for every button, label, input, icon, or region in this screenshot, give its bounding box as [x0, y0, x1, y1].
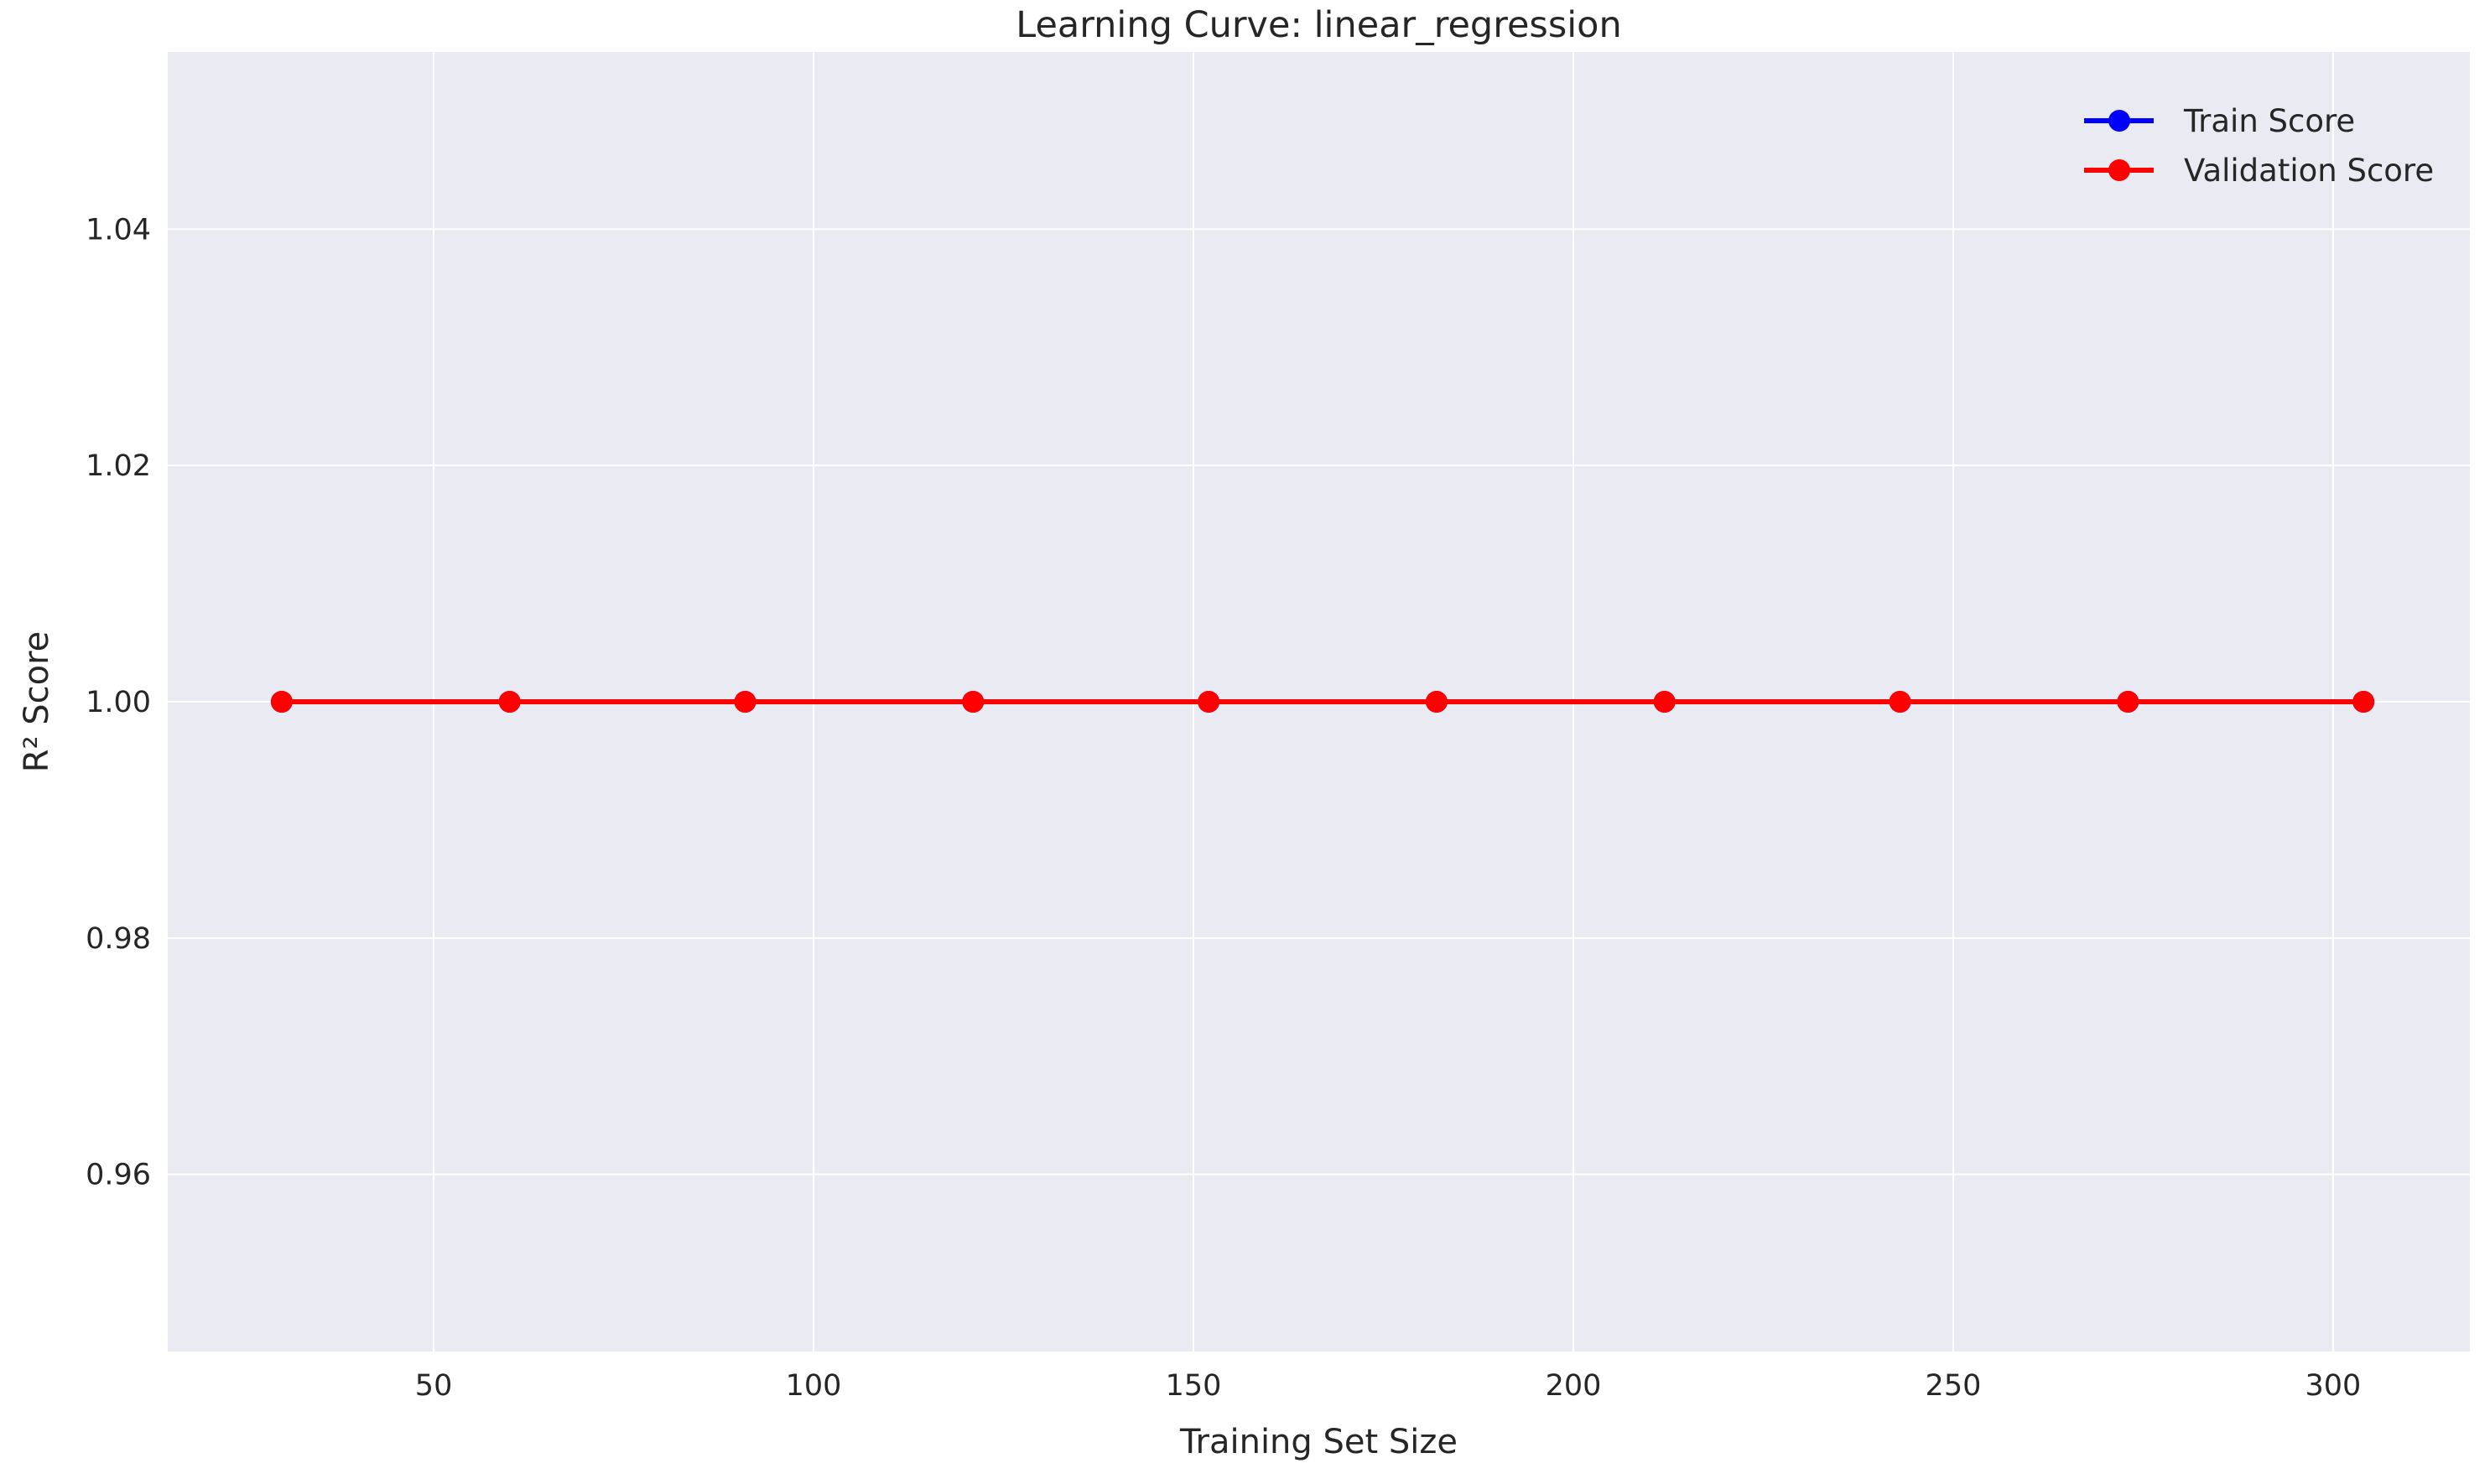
y-tick-label: 1.02	[86, 449, 151, 483]
x-tick-labels: 50 100 150 200 250 300	[415, 1369, 2362, 1403]
data-point-validation	[734, 691, 756, 713]
series-layer	[270, 691, 2375, 713]
x-tick-label: 250	[1926, 1369, 1982, 1403]
y-tick-label: 1.00	[86, 686, 151, 719]
legend-entry-train: Train Score	[2084, 103, 2355, 139]
data-point-validation	[1198, 691, 1220, 713]
data-point-validation	[1889, 691, 1911, 713]
y-tick-labels: 0.96 0.98 1.00 1.02 1.04	[86, 213, 151, 1191]
data-point-validation	[1653, 691, 1676, 713]
x-tick-label: 300	[2305, 1369, 2362, 1403]
chart-title: Learning Curve: linear_regression	[1016, 4, 1621, 46]
data-point-validation	[270, 691, 293, 713]
legend: Train Score Validation Score	[2084, 103, 2434, 189]
data-point-validation	[2117, 691, 2139, 713]
x-tick-label: 150	[1166, 1369, 1222, 1403]
x-tick-label: 200	[1546, 1369, 1602, 1403]
x-axis-label: Training Set Size	[1179, 1423, 1458, 1461]
x-tick-label: 100	[786, 1369, 842, 1403]
data-point-validation	[1425, 691, 1448, 713]
legend-marker-train	[2108, 110, 2130, 132]
x-tick-label: 50	[415, 1369, 453, 1403]
legend-label-train: Train Score	[2183, 103, 2355, 139]
y-tick-label: 0.96	[86, 1159, 151, 1192]
legend-entry-validation: Validation Score	[2084, 153, 2434, 189]
y-tick-label: 1.04	[86, 213, 151, 246]
y-axis-label: R² Score	[18, 631, 56, 773]
data-point-validation	[962, 691, 985, 713]
y-tick-label: 0.98	[86, 922, 151, 956]
data-point-validation	[2352, 691, 2375, 713]
legend-label-validation: Validation Score	[2184, 153, 2434, 189]
data-point-validation	[498, 691, 521, 713]
legend-marker-validation	[2108, 159, 2130, 181]
